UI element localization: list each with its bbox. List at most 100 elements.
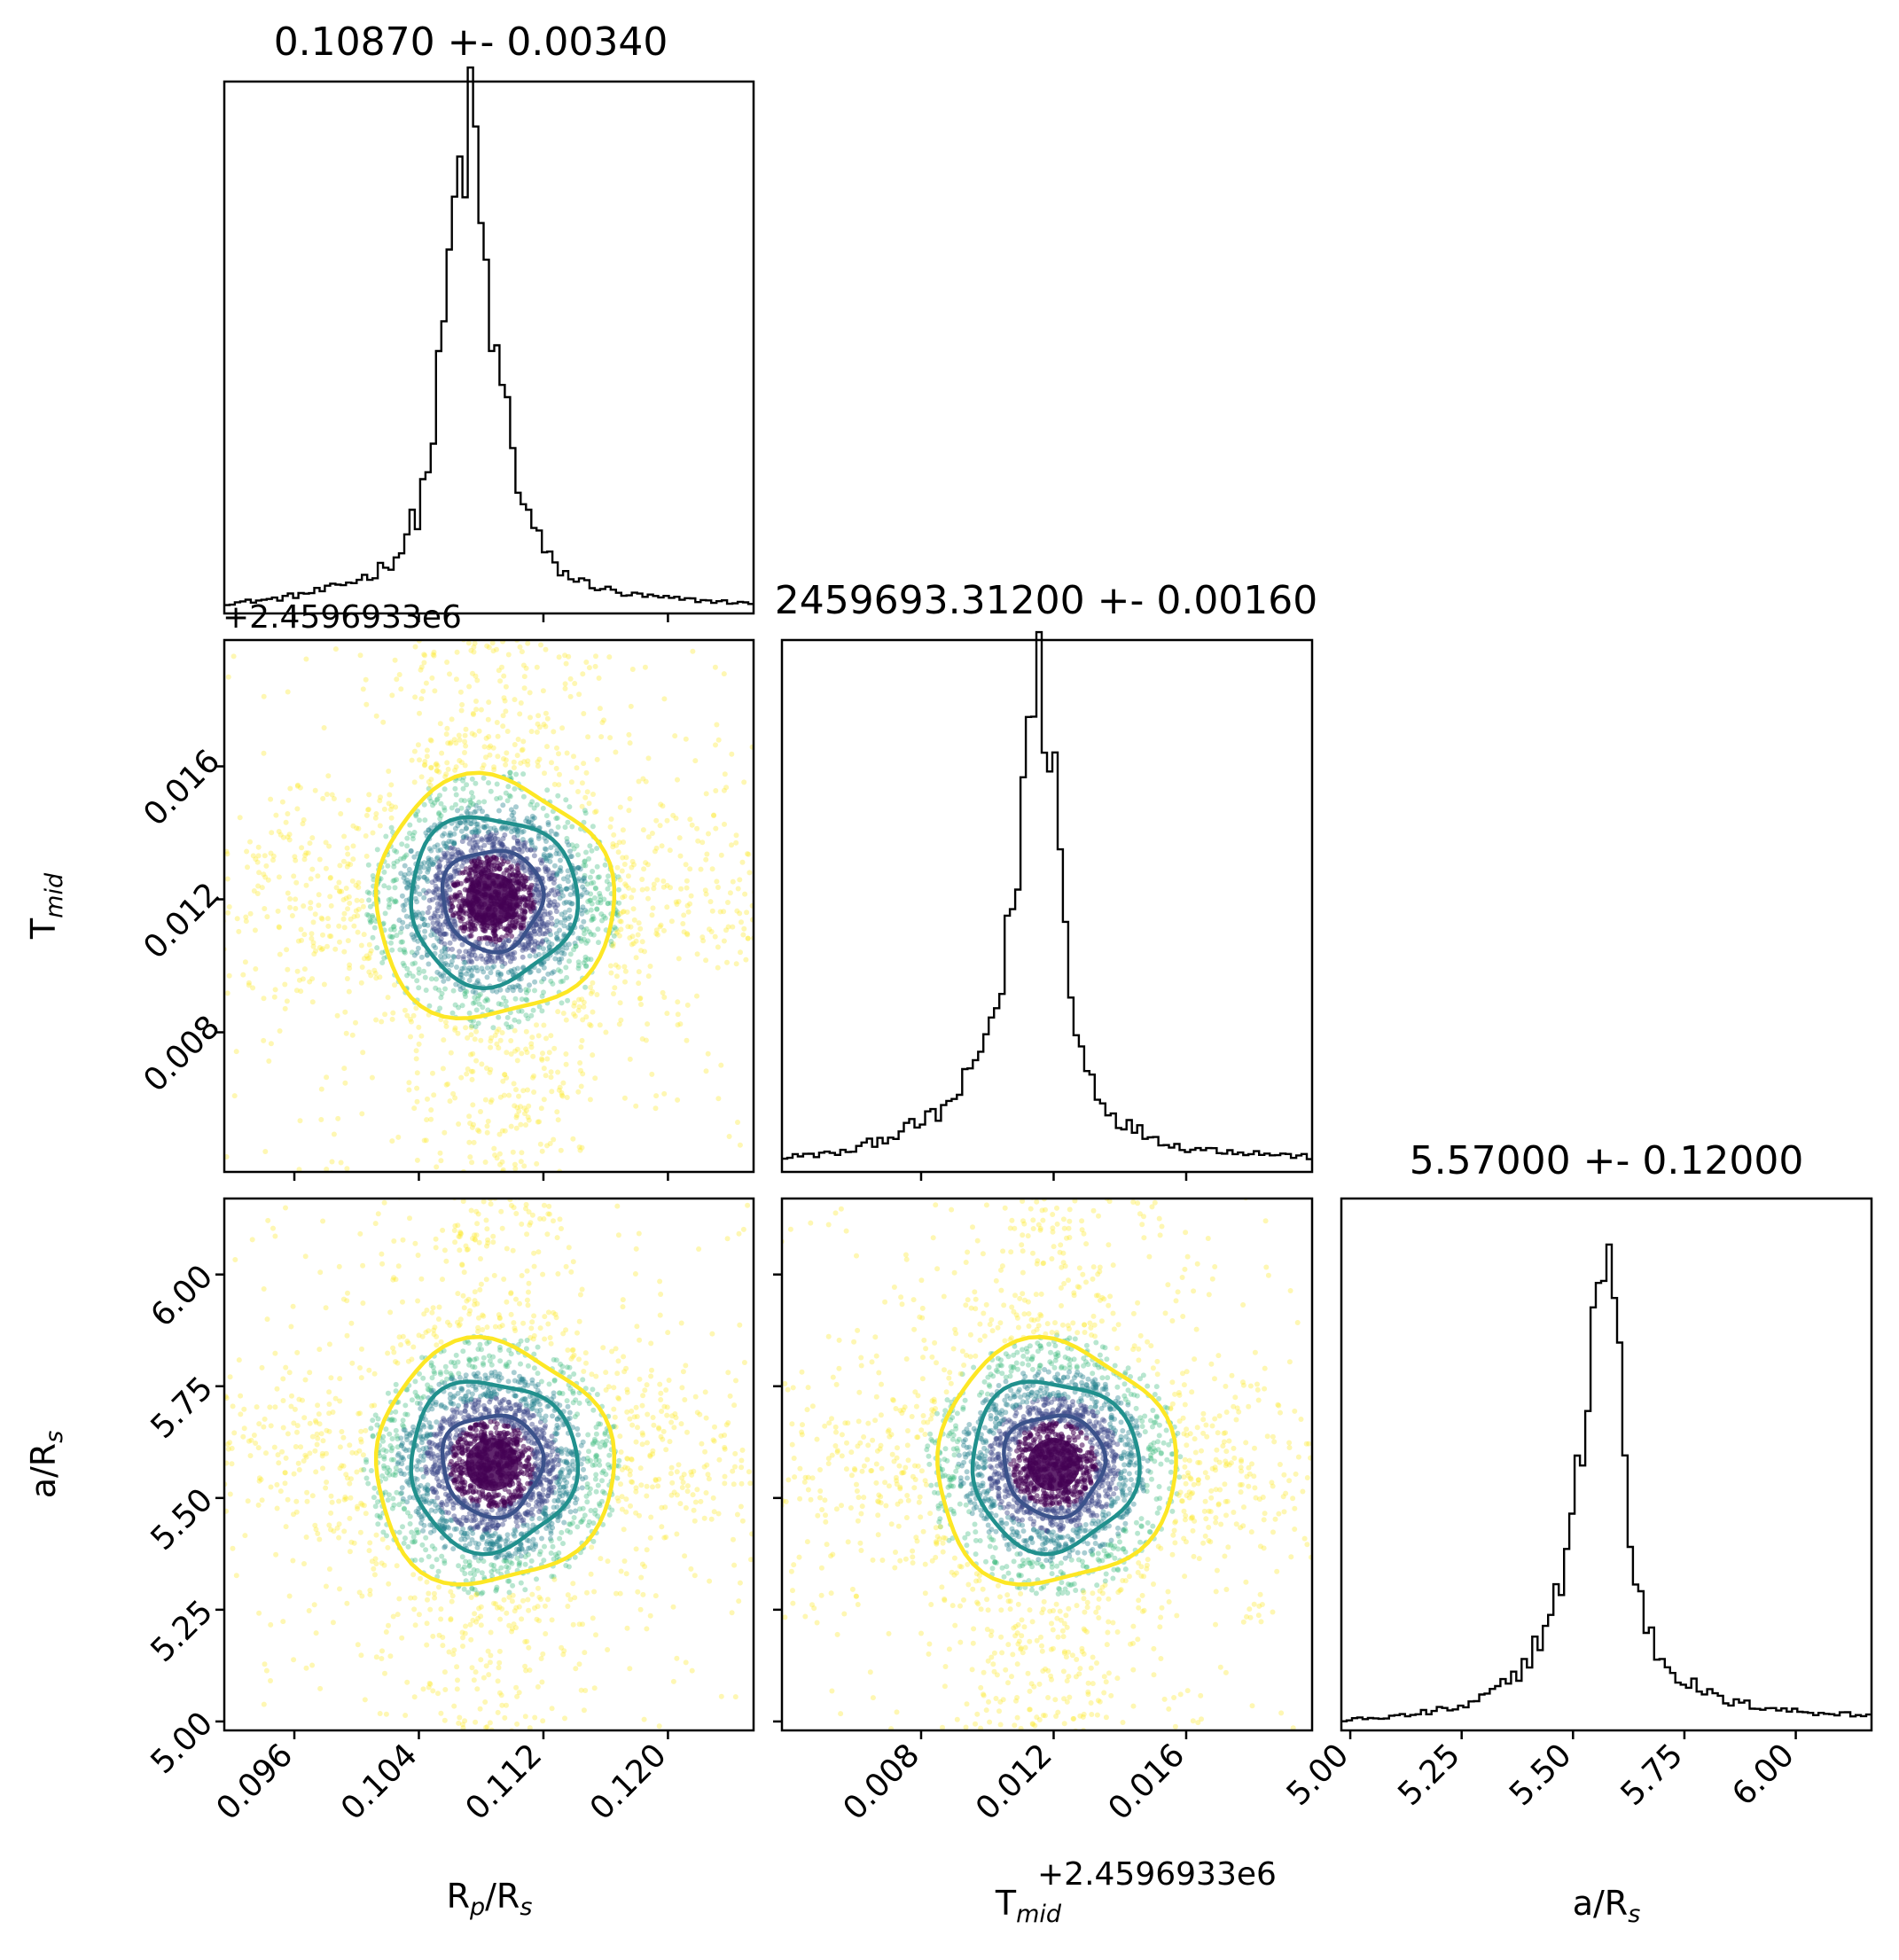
scatter-point — [417, 874, 422, 880]
scatter-point — [433, 873, 439, 879]
scatter-point — [531, 949, 537, 954]
scatter-point — [620, 827, 626, 833]
scatter-point — [499, 957, 505, 963]
scatter-point — [706, 831, 711, 837]
scatter-point — [462, 1394, 468, 1400]
scatter-point — [414, 1085, 420, 1091]
scatter-point — [694, 951, 700, 957]
scatter-point — [473, 826, 478, 832]
scatter-point — [478, 953, 484, 959]
scatter-point — [484, 964, 490, 971]
scatter-point — [207, 927, 212, 933]
scatter-point — [329, 1159, 335, 1165]
scatter-point — [578, 1067, 583, 1074]
scatter-point — [551, 729, 557, 735]
scatter-point — [582, 810, 589, 816]
scatter-point — [295, 938, 301, 944]
scatter-point — [491, 855, 497, 861]
scatter-point — [519, 1546, 525, 1552]
scatter-point — [488, 1097, 495, 1103]
scatter-point — [480, 765, 486, 771]
scatter-point — [421, 1497, 427, 1503]
scatter-point — [485, 1742, 490, 1747]
scatter-point — [484, 934, 490, 941]
scatter-point — [325, 773, 332, 779]
scatter-point — [473, 964, 480, 971]
scatter-point — [516, 1511, 522, 1518]
scatter-point — [452, 1434, 458, 1441]
scatter-point — [555, 1069, 561, 1075]
scatter-point — [461, 1269, 467, 1276]
scatter-point — [242, 959, 248, 965]
scatter-point — [473, 1619, 480, 1625]
scatter-point — [418, 1749, 423, 1754]
scatter-point — [380, 1433, 387, 1440]
scatter-point — [385, 863, 391, 869]
scatter-point — [637, 1512, 642, 1519]
scatter-point — [329, 792, 335, 798]
scatter-point — [309, 976, 316, 982]
scatter-point — [771, 901, 777, 906]
scatter-point — [517, 914, 523, 920]
scatter-point — [460, 870, 465, 876]
scatter-point — [421, 860, 427, 866]
scatter-point — [496, 1522, 502, 1528]
scatter-point — [582, 1512, 588, 1519]
scatter-point — [588, 957, 594, 963]
scatter-point — [617, 1433, 623, 1440]
scatter-point — [207, 1445, 212, 1450]
scatter-point — [502, 961, 508, 966]
scatter-point — [544, 1458, 551, 1464]
scatter-point — [509, 1628, 515, 1635]
scatter-point — [536, 931, 543, 937]
scatter-point — [473, 832, 480, 839]
scatter-point — [412, 1378, 418, 1385]
scatter-point — [580, 1439, 586, 1445]
scatter-point — [498, 826, 504, 832]
scatter-point — [380, 1447, 387, 1453]
scatter-point — [423, 1137, 429, 1144]
scatter-point — [551, 1390, 557, 1396]
scatter-point — [320, 1218, 326, 1224]
scatter-point — [470, 1383, 476, 1389]
scatter-point — [348, 1320, 355, 1326]
scatter-point — [464, 808, 470, 815]
scatter-point — [673, 899, 679, 905]
scatter-point — [371, 925, 378, 931]
scatter-point — [518, 1104, 523, 1110]
scatter-point — [457, 969, 464, 975]
scatter-point — [567, 675, 574, 682]
scatter-point — [744, 910, 750, 916]
scatter-point — [421, 917, 427, 923]
scatter-point — [713, 742, 718, 748]
scatter-point — [326, 1410, 332, 1417]
scatter-point — [262, 1149, 269, 1154]
scatter-point — [469, 967, 474, 973]
scatter-point — [168, 1468, 174, 1473]
scatter-point — [630, 887, 637, 894]
scatter-point — [574, 865, 581, 871]
scatter-point — [355, 929, 361, 935]
scatter-point — [490, 1541, 496, 1547]
scatter-point — [565, 1347, 571, 1353]
scatter-point — [268, 1041, 274, 1047]
scatter-point — [215, 859, 221, 864]
scatter-point — [313, 1527, 319, 1533]
scatter-point — [586, 665, 592, 671]
scatter-point — [348, 862, 354, 868]
scatter-point — [272, 1404, 278, 1410]
scatter-point — [520, 1088, 527, 1094]
scatter-point — [383, 1629, 389, 1635]
scatter-point — [559, 956, 565, 962]
scatter-point — [286, 837, 293, 843]
scatter-point — [347, 965, 353, 972]
scatter-point — [583, 849, 589, 855]
scatter-point — [552, 892, 558, 898]
scatter-point — [470, 845, 476, 851]
scatter-point — [538, 924, 543, 930]
scatter-point — [484, 1226, 490, 1232]
scatter-point — [367, 1540, 373, 1546]
scatter-point — [544, 1143, 550, 1149]
scatter-point — [460, 1533, 466, 1539]
scatter-point — [277, 1028, 283, 1034]
